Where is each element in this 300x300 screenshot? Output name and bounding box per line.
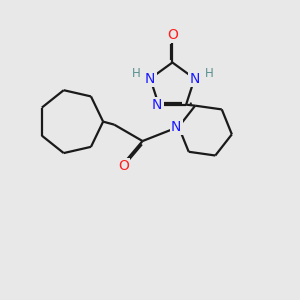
Text: N: N <box>145 72 155 86</box>
Text: N: N <box>171 120 181 134</box>
Text: O: O <box>167 28 178 42</box>
Text: N: N <box>152 98 162 112</box>
Text: H: H <box>131 67 140 80</box>
Text: O: O <box>118 159 129 173</box>
Text: N: N <box>189 72 200 86</box>
Text: H: H <box>205 67 213 80</box>
